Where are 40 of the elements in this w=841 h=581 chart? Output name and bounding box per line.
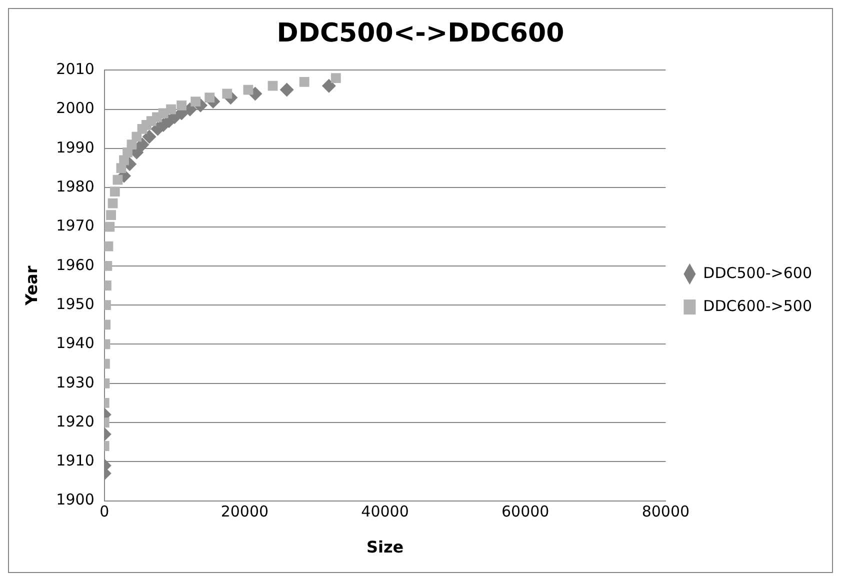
x-tick-label: 40000 [361, 502, 409, 521]
point [104, 222, 115, 232]
point [108, 198, 118, 208]
y-tick-label: 1940 [56, 334, 94, 352]
point [110, 186, 120, 196]
legend-label: DDC600->500 [703, 296, 812, 315]
y-tick-label: 1950 [56, 294, 94, 313]
x-tick-label: 80000 [642, 502, 690, 521]
y-tick-label: 1910 [56, 452, 94, 470]
y-tick-label: 1970 [56, 216, 94, 235]
point [176, 100, 187, 110]
point [280, 82, 294, 97]
point [222, 88, 232, 99]
point [204, 92, 215, 103]
point [299, 76, 310, 87]
point [142, 130, 156, 144]
y-tick-label: 2010 [56, 60, 94, 78]
chart-title: DDC500<->DDC600 [276, 18, 564, 48]
point [243, 84, 254, 95]
y-tick-label: 1930 [56, 373, 94, 392]
y-tick-label: 2000 [56, 99, 94, 118]
point [166, 104, 176, 114]
point [330, 73, 341, 83]
y-tick-label: 1960 [56, 256, 94, 274]
point [268, 80, 278, 91]
point [135, 138, 150, 152]
y-tick-label: 1900 [56, 490, 94, 509]
point [112, 174, 123, 185]
legend-label: DDC500->600 [703, 264, 812, 282]
x-axis-title: Size [366, 538, 404, 557]
point [104, 241, 114, 252]
y-axis-title: Year [22, 266, 41, 306]
x-tick-label: 60000 [501, 502, 550, 521]
y-tick-label: 1920 [56, 412, 94, 430]
x-tick-label: 0 [100, 502, 110, 521]
point [322, 78, 336, 93]
point [106, 210, 116, 220]
y-tick-label: 1980 [56, 178, 94, 196]
x-tick-label: 20000 [220, 502, 269, 521]
y-tick-label: 1990 [56, 138, 94, 156]
